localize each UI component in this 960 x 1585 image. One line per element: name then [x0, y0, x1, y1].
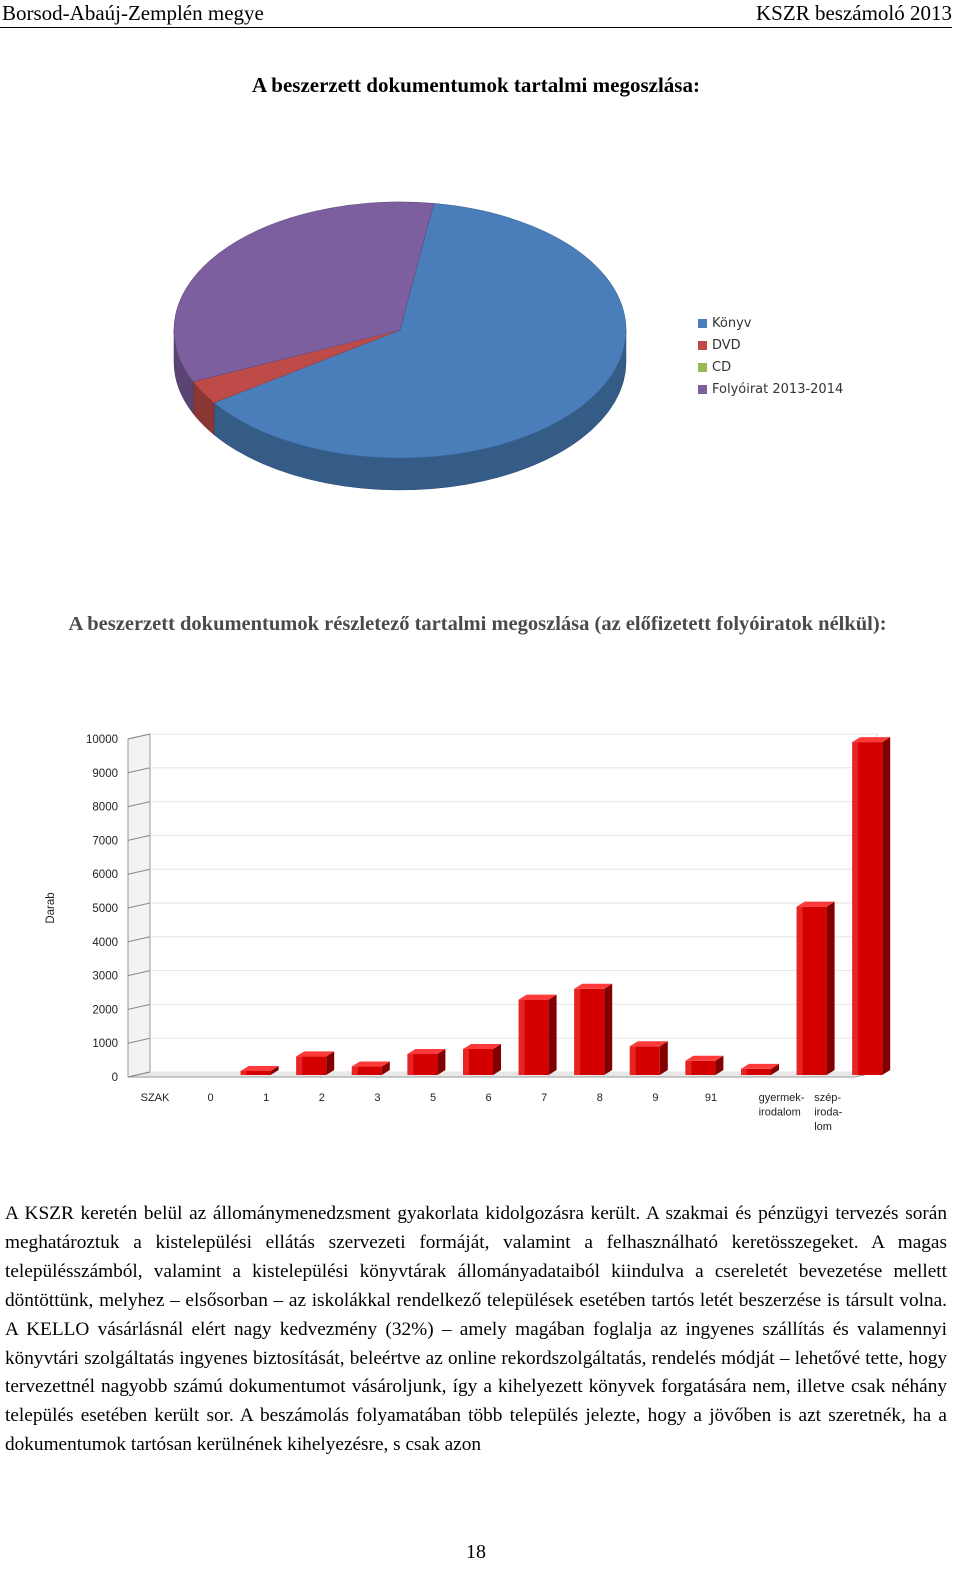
x-tick-label: SZAK [141, 1092, 170, 1104]
legend-item: DVD [698, 334, 843, 356]
x-tick-label: 6 [486, 1092, 492, 1104]
bar-chart: 10000 9000 8000 7000 6000 5000 4000 3000 2000 100… [0, 720, 960, 1150]
page-header: Borsod-Abaúj-Zemplén megye KSZR beszámol… [0, 0, 952, 28]
y-gridline [127, 936, 151, 943]
y-tick-label: 2000 [92, 1004, 118, 1016]
legend-swatch [698, 340, 707, 350]
bar-0 [240, 1065, 279, 1075]
page-number: 18 [466, 1541, 486, 1563]
x-tick-label: 5 [430, 1092, 436, 1104]
bar-3 [407, 1049, 446, 1075]
bar-7 [574, 983, 613, 1075]
pie-slice-Folyóirat 2013-2014 [173, 201, 435, 383]
bar-5 [463, 1043, 501, 1075]
x-tick-label: 0 [208, 1092, 214, 1104]
y-gridline [127, 1003, 151, 1010]
body-text: A KSZR keretén belül az állománymenedzsm… [5, 1203, 947, 1456]
y-gridline [127, 970, 151, 977]
legend-swatch [698, 318, 707, 328]
x-tick-label: 91 [705, 1092, 717, 1104]
legend-item: Folyóirat 2013-2014 [698, 378, 843, 400]
y-axis-title: Darab [45, 892, 57, 923]
bar-gyermek-irodalom [796, 901, 835, 1075]
y-tick-label: 7000 [92, 835, 118, 847]
y-tick-label: 9000 [92, 768, 118, 780]
header-county: Borsod-Abaúj-Zemplén megye [2, 1, 264, 25]
x-tick-label: 2 [319, 1092, 325, 1104]
section-title-detailed-distribution: A beszerzett dokumentumok részletező tar… [68, 613, 887, 635]
y-gridline [127, 834, 151, 841]
y-tick-label: 4000 [92, 937, 118, 949]
y-gridline [127, 868, 151, 875]
bar-8 [629, 1041, 668, 1075]
pie-slice-Könyv [213, 203, 627, 459]
y-tick-label: 0 [112, 1072, 118, 1084]
body-paragraph: A KSZR keretén belül az állománymenedzsm… [5, 1200, 947, 1460]
bar-9 [685, 1055, 724, 1075]
y-gridline [127, 902, 151, 909]
pie-chart [150, 190, 670, 520]
y-tick-label: 6000 [92, 869, 118, 881]
x-tick-label: 9 [652, 1092, 658, 1104]
legend-label: CD [712, 359, 732, 375]
legend-item: CD [698, 356, 843, 378]
x-tick-label: 3 [374, 1092, 380, 1104]
y-tick-label: 3000 [92, 971, 118, 983]
bar-chart-svg: 1000090008000700060005000400030002000100… [45, 733, 891, 1133]
legend-swatch [698, 362, 707, 372]
pie-chart-svg [173, 201, 627, 491]
legend-item: Könyv [698, 312, 843, 334]
pie-legend: Könyv DVD CD Folyóirat 2013-2014 [698, 312, 843, 400]
bar-1 [296, 1051, 335, 1075]
y-tick-label: 10000 [86, 734, 118, 746]
x-tick-label: 8 [597, 1092, 603, 1104]
y-tick-label: 5000 [92, 903, 118, 915]
y-gridline [127, 767, 151, 774]
y-tick-label: 1000 [92, 1038, 118, 1050]
x-tick-label: lom [814, 1121, 832, 1133]
section-title-content-distribution: A beszerzett dokumentumok tartalmi megos… [252, 73, 700, 97]
y-gridline [127, 1071, 151, 1078]
y-tick-label: 8000 [92, 802, 118, 814]
legend-label: DVD [712, 337, 741, 353]
y-gridline [127, 1037, 151, 1044]
x-tick-label: szép- [814, 1092, 841, 1104]
legend-label: Folyóirat 2013-2014 [712, 381, 844, 397]
bar-91 [741, 1063, 779, 1075]
y-gridline [127, 801, 151, 808]
x-tick-label: irodalom [759, 1107, 801, 1119]
x-tick-label: gyermek- [759, 1092, 805, 1104]
y-gridline [127, 733, 151, 740]
legend-label: Könyv [712, 315, 752, 331]
x-tick-label: iroda- [814, 1107, 842, 1119]
header-report-title: KSZR beszámoló 2013 [756, 1, 952, 25]
bar-6 [518, 994, 557, 1075]
bar-szép-irodalom [852, 737, 891, 1075]
x-tick-label: 1 [263, 1092, 269, 1104]
legend-swatch [698, 384, 707, 394]
x-tick-label: 7 [541, 1092, 547, 1104]
bar-2 [351, 1061, 390, 1075]
